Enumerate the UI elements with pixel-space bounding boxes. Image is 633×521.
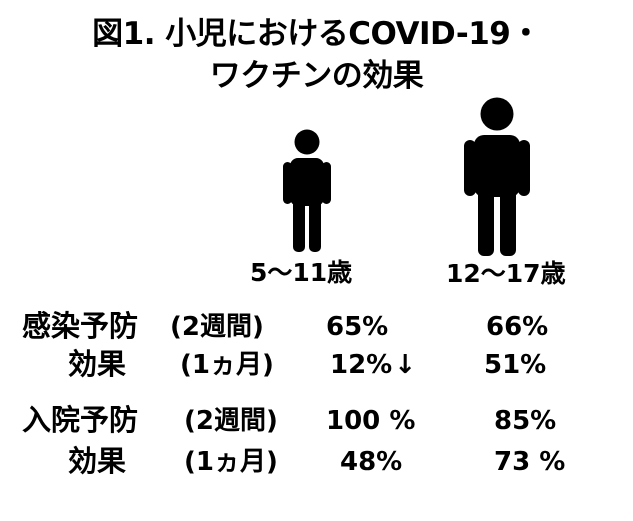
down-arrow-icon: ↓ [394,350,417,380]
row-label-infection-prevention: 感染予防 [22,309,139,343]
row-period: (2週間) [184,406,278,436]
value-12-17: 73 % [494,447,566,477]
value-12-17: 66% [486,312,549,342]
value-5-11: 100 % [326,406,416,436]
row-label-hospitalization-prevention: 入院予防 [22,403,139,437]
row-period: (1ヵ月) [184,447,278,477]
row-label-effect: 効果 [68,444,127,478]
value-5-11: 65% [326,312,389,342]
age-group-12-17: 12〜17歳 [446,259,566,288]
value-text: 12% [330,350,393,380]
value-5-11: 12%↓ [330,350,416,380]
row-period: (1ヵ月) [180,350,274,380]
child-figure-icon [283,129,331,252]
value-12-17: 85% [494,406,557,436]
value-5-11: 48% [340,447,403,477]
title-line-1: 図1. 小児におけるCOVID-19・ [92,16,541,52]
value-12-17: 51% [484,350,547,380]
row-period: (2週間) [170,312,264,342]
row-label-effect: 効果 [68,347,127,381]
adolescent-figure-icon [464,97,530,256]
age-group-5-11: 5〜11歳 [250,258,353,287]
title-line-2: ワクチンの効果 [209,58,424,94]
